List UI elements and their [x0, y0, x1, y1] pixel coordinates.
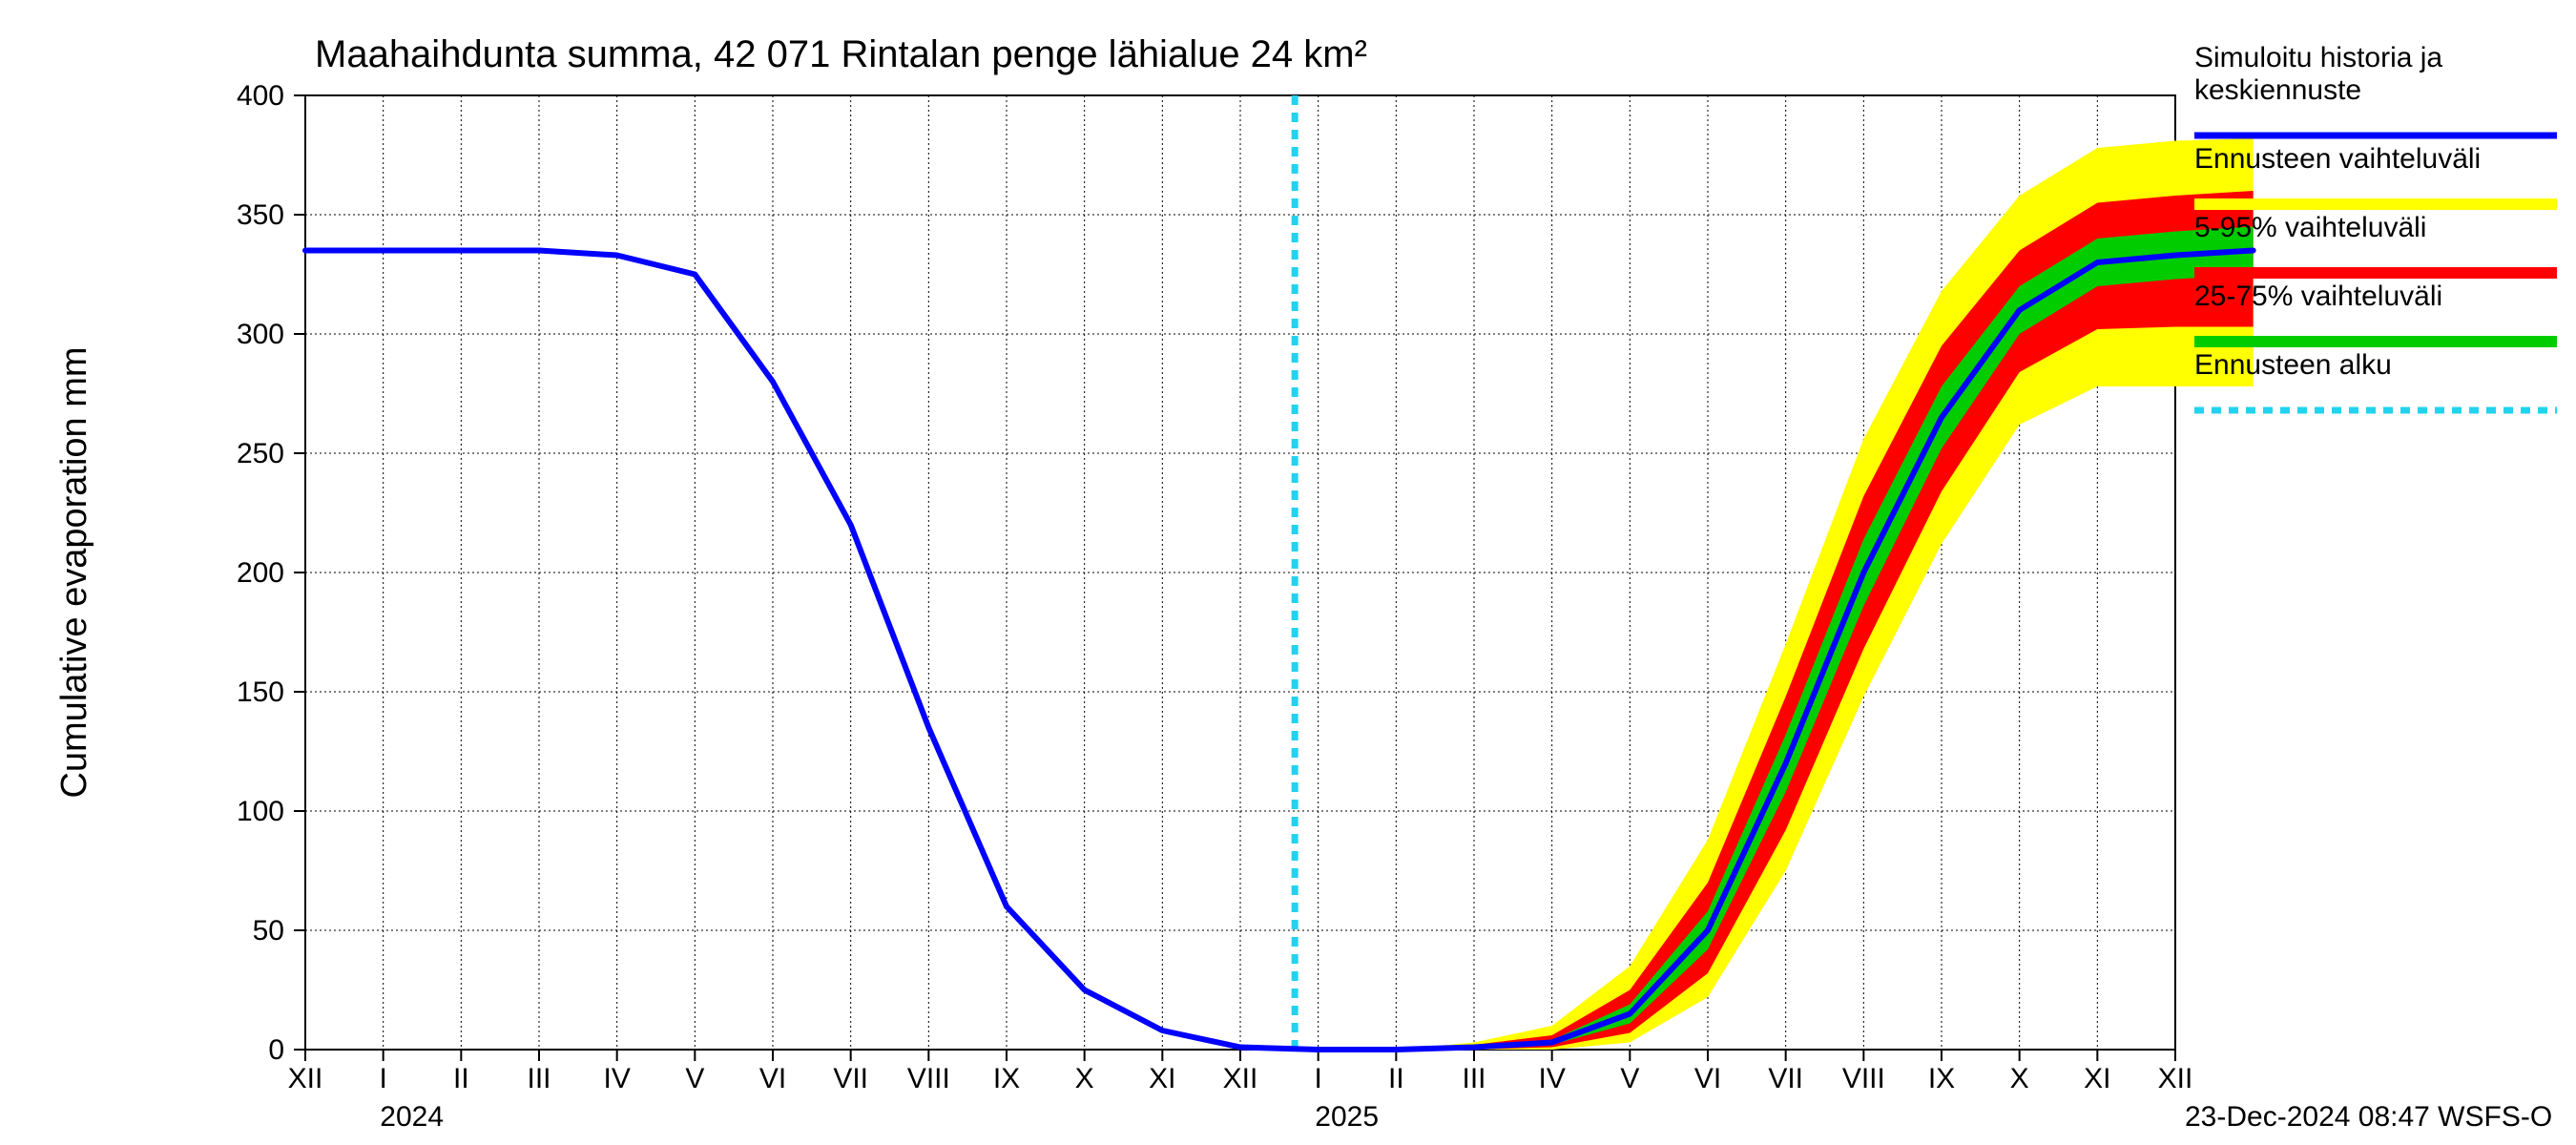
- year-label: 2025: [1315, 1101, 1379, 1133]
- xtick-label: I: [1314, 1063, 1321, 1094]
- xtick-label: VII: [1768, 1063, 1803, 1094]
- xtick-label: III: [527, 1063, 551, 1094]
- xtick-label: I: [379, 1063, 386, 1094]
- ytick-label: 150: [237, 677, 284, 708]
- ytick-label: 200: [237, 557, 284, 589]
- ytick-label: 100: [237, 796, 284, 827]
- ytick-label: 0: [268, 1034, 284, 1066]
- xtick-label: XI: [2084, 1063, 2110, 1094]
- xtick-label: XI: [1149, 1063, 1175, 1094]
- chart-container: 050100150200250300350400XIIIIIIIIIVVVIVI…: [0, 0, 2576, 1145]
- xtick-label: X: [2010, 1063, 2029, 1094]
- legend-label: 25-75% vaihteluväli: [2194, 281, 2442, 312]
- legend-label: Simuloitu historia ja: [2194, 42, 2442, 73]
- ytick-label: 350: [237, 199, 284, 231]
- xtick-label: V: [685, 1063, 704, 1094]
- xtick-label: VI: [759, 1063, 786, 1094]
- legend-label: 5-95% vaihteluväli: [2194, 212, 2426, 243]
- ytick-label: 300: [237, 319, 284, 350]
- xtick-label: VI: [1694, 1063, 1721, 1094]
- xtick-label: IV: [603, 1063, 630, 1094]
- xtick-label: VIII: [1842, 1063, 1885, 1094]
- y-axis-label: Cumulative evaporation mm: [54, 346, 94, 798]
- xtick-label: X: [1075, 1063, 1094, 1094]
- xtick-label: II: [1388, 1063, 1404, 1094]
- xtick-label: IV: [1538, 1063, 1565, 1094]
- xtick-label: IX: [1928, 1063, 1955, 1094]
- xtick-label: II: [453, 1063, 469, 1094]
- legend-label: keskiennuste: [2194, 74, 2361, 106]
- xtick-label: V: [1620, 1063, 1639, 1094]
- xtick-label: III: [1462, 1063, 1485, 1094]
- chart-svg: 050100150200250300350400XIIIIIIIIIVVVIVI…: [0, 0, 2576, 1145]
- xtick-label: XII: [2158, 1063, 2193, 1094]
- xtick-label: XII: [1223, 1063, 1258, 1094]
- xtick-label: IX: [993, 1063, 1020, 1094]
- ytick-label: 250: [237, 438, 284, 469]
- legend-label: Ennusteen alku: [2194, 349, 2392, 381]
- xtick-label: VIII: [907, 1063, 950, 1094]
- year-label: 2024: [380, 1101, 444, 1133]
- ytick-label: 400: [237, 80, 284, 112]
- chart-title: Maahaihdunta summa, 42 071 Rintalan peng…: [315, 33, 1367, 75]
- chart-footer: 23-Dec-2024 08:47 WSFS-O: [2185, 1101, 2552, 1133]
- ytick-label: 50: [253, 915, 284, 947]
- xtick-label: XII: [288, 1063, 323, 1094]
- legend-label: Ennusteen vaihteluväli: [2194, 143, 2481, 175]
- xtick-label: VII: [833, 1063, 868, 1094]
